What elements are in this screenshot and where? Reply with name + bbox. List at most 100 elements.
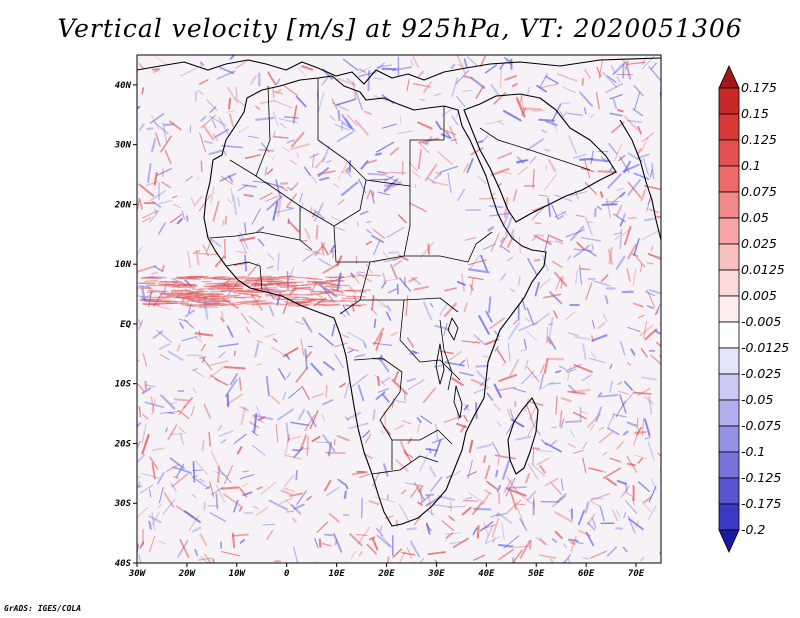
velocity-streak: [332, 533, 343, 553]
velocity-streak: [591, 243, 595, 250]
velocity-streak: [228, 199, 232, 204]
velocity-streak: [234, 275, 247, 278]
velocity-streak: [418, 137, 440, 144]
velocity-streak: [169, 457, 185, 470]
velocity-streak: [624, 499, 638, 515]
velocity-streak: [609, 363, 613, 370]
velocity-streak: [627, 243, 637, 260]
velocity-streak: [612, 61, 627, 76]
velocity-streak: [197, 252, 218, 256]
velocity-streak: [477, 175, 487, 185]
colorbar-swatch: [718, 87, 740, 115]
velocity-streak: [233, 350, 236, 356]
velocity-streak: [325, 384, 328, 398]
velocity-streak: [560, 101, 571, 105]
velocity-streak: [297, 408, 306, 421]
velocity-streak: [541, 439, 548, 446]
velocity-streak: [399, 551, 406, 563]
velocity-streak: [374, 152, 382, 156]
velocity-streak: [526, 366, 540, 383]
velocity-streak: [568, 135, 578, 155]
velocity-streak: [290, 504, 302, 515]
velocity-streak: [416, 121, 433, 130]
velocity-streak: [543, 148, 551, 152]
velocity-streak: [503, 109, 522, 122]
velocity-streak: [194, 548, 198, 557]
velocity-streak: [148, 289, 169, 293]
velocity-streak: [310, 278, 323, 281]
velocity-streak: [149, 190, 167, 202]
velocity-streak: [199, 533, 208, 547]
velocity-streak: [603, 313, 608, 322]
velocity-streak: [637, 387, 651, 396]
velocity-streak: [580, 237, 601, 242]
velocity-streak: [296, 490, 307, 505]
velocity-streak: [326, 486, 340, 497]
velocity-streak: [199, 132, 206, 153]
velocity-streak: [633, 428, 640, 445]
velocity-streak: [394, 424, 405, 431]
velocity-streak: [553, 310, 558, 319]
velocity-streak: [422, 81, 432, 94]
velocity-streak: [340, 311, 346, 318]
velocity-streak: [148, 520, 152, 530]
velocity-streak: [213, 286, 231, 289]
velocity-streak: [382, 272, 387, 284]
velocity-streak: [242, 491, 253, 497]
velocity-streak: [467, 276, 484, 281]
x-tick-label: 30W: [128, 569, 147, 579]
colorbar-label: 0.0125: [741, 262, 785, 277]
colorbar-swatch: [718, 269, 740, 297]
velocity-streak: [479, 55, 486, 68]
velocity-streak: [155, 56, 168, 66]
velocity-streak: [424, 136, 433, 146]
velocity-streak: [383, 180, 402, 193]
colorbar-swatch: [718, 321, 740, 349]
velocity-streak: [373, 318, 377, 329]
velocity-streak: [640, 262, 643, 273]
velocity-streak: [149, 456, 159, 470]
velocity-streak: [208, 560, 211, 563]
velocity-streak: [558, 365, 567, 370]
velocity-streak: [390, 331, 398, 337]
velocity-streak: [457, 188, 466, 202]
velocity-streak: [439, 302, 448, 316]
velocity-streak: [195, 337, 203, 343]
velocity-streak: [252, 287, 270, 290]
velocity-streak: [279, 286, 298, 289]
velocity-streak: [219, 172, 237, 182]
velocity-streak: [197, 557, 212, 561]
velocity-streak: [589, 500, 600, 507]
velocity-streak: [405, 295, 409, 317]
velocity-streak: [191, 526, 202, 533]
velocity-streak: [627, 216, 637, 220]
velocity-streak: [272, 90, 283, 95]
velocity-streak: [366, 543, 377, 555]
velocity-streak: [299, 434, 307, 451]
velocity-streak: [153, 69, 160, 73]
velocity-streak: [649, 289, 661, 295]
velocity-streak: [532, 169, 535, 189]
velocity-streak: [342, 58, 359, 71]
velocity-streak: [237, 196, 241, 207]
velocity-streak: [540, 129, 548, 134]
velocity-streak: [409, 202, 427, 213]
velocity-streak: [369, 178, 389, 181]
velocity-streak: [413, 285, 429, 291]
velocity-streak: [365, 433, 372, 444]
velocity-streak: [658, 323, 661, 326]
velocity-streak: [138, 183, 155, 197]
velocity-streak: [401, 420, 412, 425]
velocity-streak: [151, 512, 156, 531]
velocity-streak: [347, 331, 366, 343]
velocity-streak: [137, 246, 143, 256]
velocity-streak: [473, 334, 486, 345]
velocity-streak: [384, 175, 394, 182]
velocity-streak: [560, 397, 572, 403]
velocity-streak: [482, 243, 496, 251]
velocity-streak: [322, 245, 329, 254]
velocity-streak: [223, 294, 241, 297]
velocity-streak: [289, 492, 304, 497]
velocity-streak: [151, 462, 156, 480]
velocity-streak: [546, 326, 549, 344]
